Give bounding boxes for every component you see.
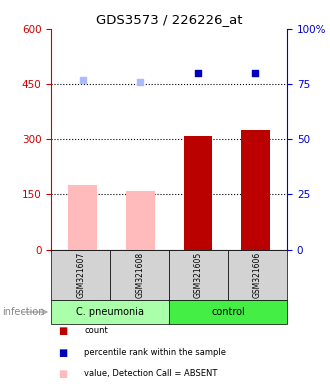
Title: GDS3573 / 226226_at: GDS3573 / 226226_at <box>96 13 242 26</box>
Bar <box>228 250 287 300</box>
Text: GSM321605: GSM321605 <box>194 252 203 298</box>
Bar <box>169 250 228 300</box>
Text: ■: ■ <box>58 369 67 379</box>
Point <box>253 70 258 76</box>
Text: count: count <box>84 326 108 335</box>
Text: ■: ■ <box>58 326 67 336</box>
Text: GSM321608: GSM321608 <box>135 252 144 298</box>
Bar <box>110 250 169 300</box>
Bar <box>68 185 97 250</box>
Text: GSM321606: GSM321606 <box>253 252 262 298</box>
Bar <box>169 300 287 324</box>
Point <box>138 79 143 85</box>
Point <box>195 70 201 76</box>
Text: ■: ■ <box>58 348 67 358</box>
Bar <box>51 300 169 324</box>
Bar <box>183 136 212 250</box>
Bar <box>51 250 110 300</box>
Point <box>80 76 85 83</box>
Text: percentile rank within the sample: percentile rank within the sample <box>84 348 226 356</box>
Text: control: control <box>211 307 245 317</box>
Text: GSM321607: GSM321607 <box>76 252 85 298</box>
Text: infection: infection <box>2 307 45 317</box>
Text: C. pneumonia: C. pneumonia <box>76 307 144 317</box>
Bar <box>126 191 155 250</box>
Text: value, Detection Call = ABSENT: value, Detection Call = ABSENT <box>84 369 217 377</box>
Bar <box>241 130 270 250</box>
